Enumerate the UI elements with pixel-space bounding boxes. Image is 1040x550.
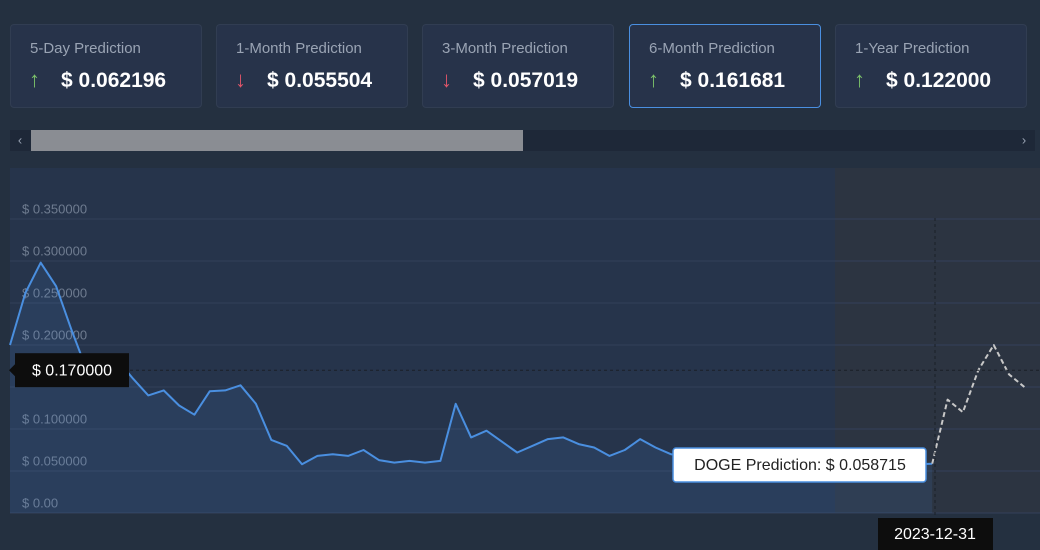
scroll-left[interactable]: ‹ [18, 132, 22, 147]
scrollbar-thumb[interactable] [31, 130, 523, 151]
crosshair-x-label-box [878, 518, 993, 550]
prediction-card[interactable]: 3-Month Prediction ↓ $ 0.057019 [422, 24, 614, 108]
card-price: $ 0.161681 [680, 69, 786, 92]
card-price: $ 0.055504 [267, 69, 373, 92]
card-title: 1-Year Prediction [855, 40, 970, 57]
area-fill [10, 262, 933, 513]
y-tick-label: $ 0.350000 [22, 201, 87, 216]
crosshair-x-label: 2023-12-31 [894, 526, 976, 543]
scroll-right[interactable]: › [1022, 132, 1026, 147]
card-title: 3-Month Prediction [442, 40, 568, 57]
trend-arrow: ↑ [29, 67, 40, 92]
card-price: $ 0.062196 [61, 69, 167, 92]
y-tick-label: $ 0.250000 [22, 285, 87, 300]
card-price: $ 0.122000 [886, 69, 992, 92]
y-tick-label: $ 0.200000 [22, 327, 87, 342]
y-tick-label: $ 0.00 [22, 495, 58, 510]
card-title: 1-Month Prediction [236, 40, 362, 57]
prediction-card[interactable]: 5-Day Prediction ↑ $ 0.062196 [10, 24, 202, 108]
trend-arrow: ↑ [648, 67, 659, 92]
crosshair-y-label-pointer [9, 364, 15, 377]
card-title: 6-Month Prediction [649, 40, 775, 57]
crosshair-y-label: $ 0.170000 [32, 362, 112, 379]
trend-arrow: ↓ [441, 67, 452, 92]
prediction-card[interactable]: 6-Month Prediction ↑ $ 0.161681 [629, 24, 821, 108]
tooltip-text: DOGE Prediction: $ 0.058715 [694, 457, 906, 474]
prediction-card[interactable]: 1-Year Prediction ↑ $ 0.122000 [835, 24, 1027, 108]
trend-arrow: ↑ [854, 67, 865, 92]
card-price: $ 0.057019 [473, 69, 579, 92]
y-tick-label: $ 0.100000 [22, 411, 87, 426]
prediction-card[interactable]: 1-Month Prediction ↓ $ 0.055504 [216, 24, 408, 108]
trend-arrow: ↓ [235, 67, 246, 92]
y-tick-label: $ 0.050000 [22, 453, 87, 468]
card-title: 5-Day Prediction [30, 40, 141, 57]
tooltip-box [672, 447, 927, 483]
crosshair-y-label-box [15, 353, 129, 388]
y-tick-label: $ 0.300000 [22, 243, 87, 258]
